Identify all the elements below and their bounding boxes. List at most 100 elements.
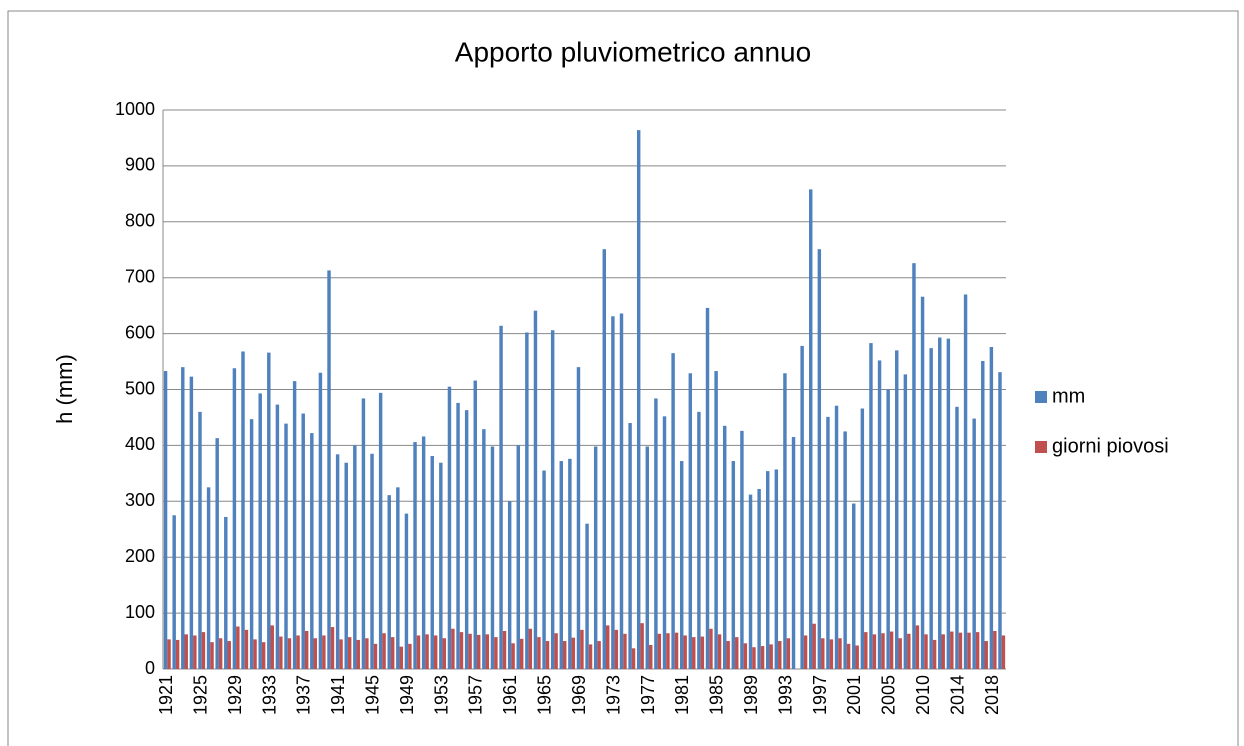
bar [895, 350, 899, 669]
bar [748, 494, 753, 669]
bar [163, 371, 168, 669]
bar [464, 410, 469, 669]
x-tick-label: 1997 [810, 675, 830, 715]
bar [482, 429, 486, 669]
bar [511, 643, 515, 669]
bar [181, 367, 185, 669]
y-tick-label: 200 [125, 546, 155, 566]
x-tick-label: 2010 [913, 675, 933, 715]
bar [550, 330, 555, 669]
x-tick-label: 1973 [603, 675, 623, 715]
bar [507, 501, 512, 669]
legend-swatch [1035, 391, 1047, 403]
bar [516, 445, 520, 669]
bar [270, 625, 274, 669]
bar [189, 376, 194, 669]
bar [396, 487, 400, 669]
bar [683, 635, 687, 669]
bar [442, 638, 447, 669]
bar [502, 630, 507, 669]
bar [485, 634, 490, 669]
bar [416, 635, 421, 669]
y-axis-label: h (mm) [52, 354, 77, 424]
bar [279, 636, 283, 669]
bar [1001, 635, 1006, 669]
bar [645, 446, 650, 669]
x-tick-label: 1977 [638, 675, 658, 715]
bar [344, 462, 348, 669]
bar [330, 627, 335, 669]
bar [912, 263, 916, 669]
bar [322, 635, 326, 669]
bar [347, 637, 352, 669]
bar [494, 637, 498, 669]
bar [224, 516, 228, 669]
bar [717, 634, 722, 669]
bar [989, 347, 994, 669]
bar [468, 633, 472, 669]
bar [735, 637, 739, 669]
bar [554, 633, 558, 669]
bar [533, 310, 538, 669]
x-tick-label: 2014 [947, 675, 967, 715]
x-tick-label: 1925 [190, 675, 210, 715]
x-tick-label: 1953 [431, 675, 451, 715]
bar [206, 487, 211, 669]
bar [456, 402, 460, 669]
bar [640, 623, 644, 669]
bar [499, 325, 503, 669]
bar [783, 373, 787, 669]
bar [907, 633, 911, 669]
bar [339, 639, 343, 669]
bar [619, 313, 624, 669]
bar [580, 629, 584, 669]
bar [267, 352, 271, 669]
bar [525, 332, 529, 669]
x-tick-label: 1929 [225, 675, 245, 715]
bar [846, 643, 851, 669]
x-tick-label: 1921 [156, 675, 176, 715]
y-tick-label: 1000 [115, 99, 155, 119]
chart-title: Apporto pluviometrico annuo [455, 36, 811, 67]
bar [924, 634, 928, 669]
bar [671, 353, 675, 669]
bar [413, 442, 417, 669]
bar [545, 641, 550, 669]
bar [869, 343, 873, 669]
bar [998, 372, 1002, 669]
bar [611, 316, 615, 669]
bar [649, 644, 653, 669]
bar [769, 644, 773, 669]
bar [602, 249, 607, 670]
bar [941, 634, 945, 669]
bar [562, 641, 567, 669]
bar [597, 641, 601, 669]
bar [932, 639, 937, 669]
bar [370, 453, 374, 669]
bar [915, 625, 920, 669]
bar [860, 408, 865, 669]
bar [898, 638, 902, 669]
bar [576, 367, 581, 669]
legend-label: giorni piovosi [1052, 435, 1169, 457]
bar [459, 632, 464, 669]
bar [740, 430, 744, 669]
bar [679, 461, 684, 669]
x-tick-label: 1937 [294, 675, 314, 715]
bar [387, 495, 391, 669]
bar [881, 633, 885, 669]
bar [958, 632, 963, 669]
bar [829, 639, 834, 669]
bar [993, 630, 997, 669]
bar [697, 411, 701, 669]
x-tick-label: 2018 [982, 675, 1002, 715]
bar [310, 433, 314, 669]
bar [236, 626, 240, 669]
bar [184, 634, 188, 669]
bar [232, 368, 237, 669]
bar [218, 638, 223, 669]
bar [439, 462, 443, 669]
bar [201, 632, 206, 669]
bar [955, 406, 959, 669]
bar [726, 641, 730, 669]
